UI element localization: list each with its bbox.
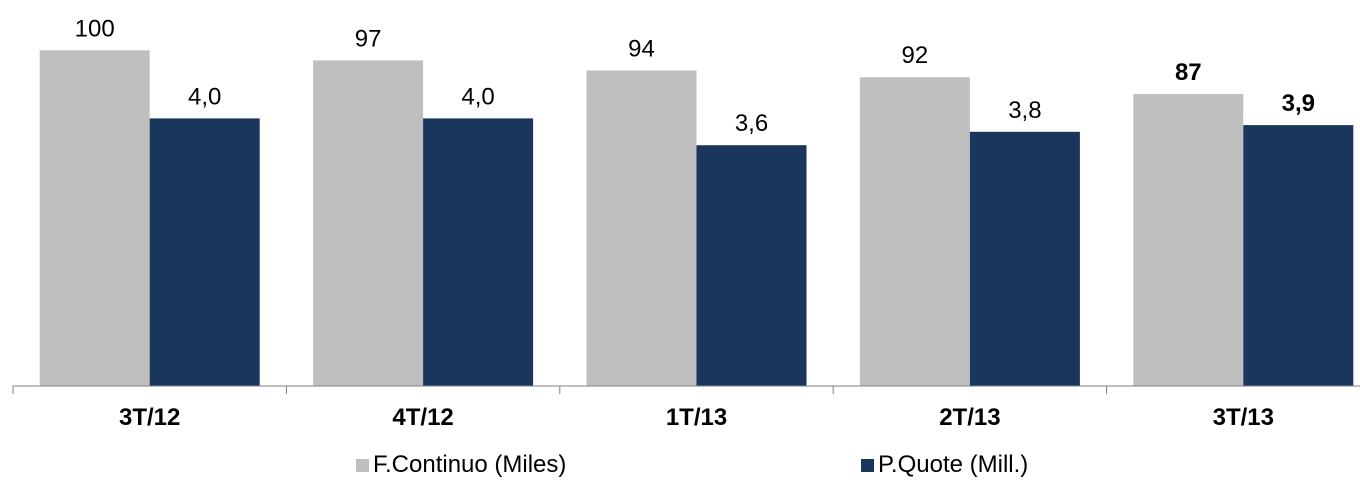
legend-swatch-0 (356, 459, 369, 472)
bar-fcontinuo-0 (39, 50, 150, 387)
data-label-fcontinuo-1: 97 (355, 25, 382, 52)
data-label-fcontinuo-3: 92 (902, 42, 929, 69)
bar-fcontinuo-3 (859, 77, 970, 386)
data-label-pquote-4: 3,9 (1282, 90, 1315, 117)
data-label-pquote-2: 3,6 (735, 110, 768, 137)
legend-swatch-1 (861, 459, 874, 472)
x-tick-label-1: 4T/12 (392, 404, 453, 431)
x-tick-label-3: 2T/13 (939, 404, 1000, 431)
legend-label-1: P.Quote (Mill.) (878, 451, 1028, 478)
bar-pquote-0 (149, 118, 260, 387)
bar-pquote-4 (1243, 125, 1354, 386)
data-label-pquote-3: 3,8 (1008, 97, 1041, 124)
bar-pquote-2 (696, 145, 807, 386)
legend-label-0: F.Continuo (Miles) (373, 451, 566, 478)
bar-pquote-1 (423, 118, 534, 387)
data-label-fcontinuo-4: 87 (1175, 59, 1202, 86)
data-label-fcontinuo-0: 100 (75, 15, 115, 42)
bars-layer (39, 50, 1354, 387)
x-tick-label-4: 3T/13 (1213, 404, 1274, 431)
x-tick-label-2: 1T/13 (666, 404, 727, 431)
x-axis: 3T/12 4T/12 1T/13 2T/13 3T/13 (12, 385, 1360, 431)
data-label-fcontinuo-2: 94 (628, 36, 655, 63)
data-label-pquote-1: 4,0 (461, 83, 494, 110)
bar-fcontinuo-1 (313, 60, 424, 387)
legend: F.Continuo (Miles) P.Quote (Mill.) (356, 451, 1028, 478)
data-labels-layer: 100 4,0 97 4,0 94 3,6 92 3,8 87 3,9 (75, 15, 1315, 137)
bar-pquote-3 (969, 131, 1080, 386)
data-label-pquote-0: 4,0 (188, 83, 221, 110)
bar-fcontinuo-2 (586, 70, 697, 386)
x-tick-label-0: 3T/12 (119, 404, 180, 431)
bar-fcontinuo-4 (1133, 94, 1244, 386)
